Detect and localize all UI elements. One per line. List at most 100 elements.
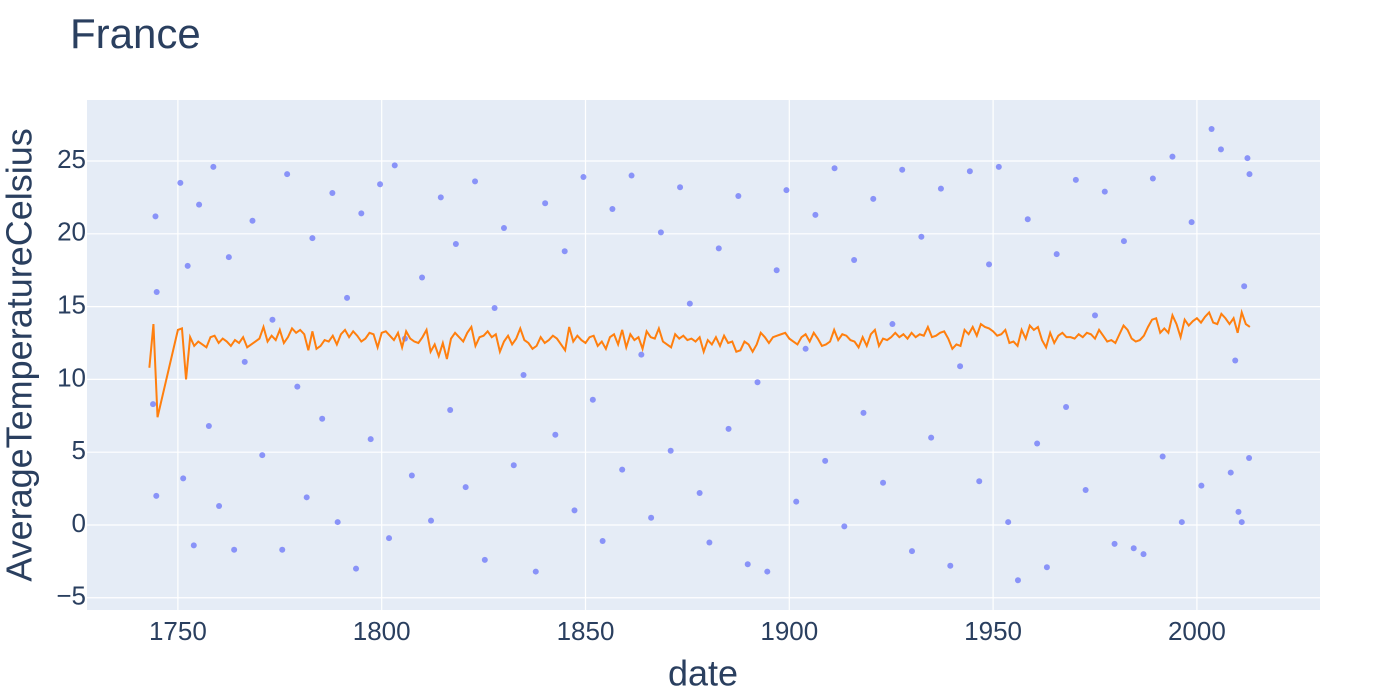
data-point [353, 565, 360, 572]
data-point [196, 201, 203, 208]
data-point [500, 224, 507, 231]
data-point [309, 235, 316, 242]
data-point [831, 165, 838, 172]
data-point [1169, 153, 1176, 160]
data-point [279, 546, 286, 553]
data-point [793, 498, 800, 505]
data-point [231, 546, 238, 553]
data-point [462, 484, 469, 491]
marks [148, 125, 1253, 584]
data-point [619, 466, 626, 473]
data-point [377, 181, 384, 188]
data-point [428, 517, 435, 524]
data-point [520, 372, 527, 379]
data-point [889, 321, 896, 328]
data-point [1034, 440, 1041, 447]
data-point [986, 261, 993, 268]
data-point [725, 425, 732, 432]
data-point [294, 383, 301, 390]
data-point [976, 478, 983, 485]
data-point [205, 422, 212, 429]
data-point [686, 300, 693, 307]
data-point [184, 262, 191, 269]
data-point [1063, 404, 1070, 411]
data-point [408, 472, 415, 479]
y-tick-label: 25 [57, 144, 86, 174]
data-point [1053, 251, 1060, 258]
x-tick-label: 1850 [557, 616, 615, 646]
data-point [190, 542, 197, 549]
data-point [437, 194, 444, 201]
data-point [1241, 283, 1248, 290]
plot-area [87, 100, 1320, 610]
data-point [1014, 577, 1021, 584]
data-point [358, 210, 365, 217]
data-point [552, 431, 559, 438]
data-point [966, 168, 973, 175]
data-point [1005, 519, 1012, 526]
data-point [851, 257, 858, 264]
data-point [510, 462, 517, 469]
data-point [269, 316, 276, 323]
data-point [802, 345, 809, 352]
data-point [957, 363, 964, 370]
data-point [764, 568, 771, 575]
x-tick-label: 1950 [964, 616, 1022, 646]
data-point [609, 206, 616, 213]
data-point [706, 539, 713, 546]
data-point [542, 200, 549, 207]
x-tick-label: 1800 [353, 616, 411, 646]
data-point [1101, 188, 1108, 195]
data-point [284, 171, 291, 178]
y-tick-label: 5 [72, 435, 86, 465]
data-point [491, 305, 498, 312]
data-point [947, 562, 954, 569]
data-point [638, 351, 645, 358]
y-tick-label: −5 [56, 581, 86, 611]
data-point [1188, 219, 1195, 226]
data-point [715, 245, 722, 252]
data-point [696, 489, 703, 496]
data-point [773, 267, 780, 274]
data-point [177, 179, 184, 186]
data-point [216, 503, 223, 510]
data-point [744, 561, 751, 568]
data-point [329, 190, 336, 197]
y-tick-label: 15 [57, 289, 86, 319]
data-point [472, 178, 479, 185]
data-point [1120, 238, 1127, 245]
data-point [1092, 312, 1099, 319]
data-point [1232, 357, 1239, 364]
y-tick-label: 10 [57, 362, 86, 392]
data-point [1043, 564, 1050, 571]
data-point [447, 406, 454, 413]
data-point [1082, 487, 1089, 494]
grid [87, 100, 1320, 610]
x-tick-label: 1750 [149, 616, 207, 646]
data-point [1130, 545, 1137, 552]
data-point [419, 274, 426, 281]
data-point [344, 294, 351, 301]
data-point [241, 358, 248, 365]
data-point [908, 548, 915, 555]
data-point [153, 289, 160, 296]
data-point [880, 479, 887, 486]
data-point [628, 172, 635, 179]
data-point [249, 217, 256, 224]
data-point [995, 163, 1002, 170]
data-point [571, 507, 578, 514]
data-point [899, 166, 906, 173]
y-axis-title: AverageTemperatureCelsius [0, 128, 40, 582]
data-point [1217, 146, 1224, 153]
data-point [481, 556, 488, 563]
data-point [754, 379, 761, 386]
data-point [928, 434, 935, 441]
data-point [1246, 455, 1253, 462]
data-point [367, 436, 374, 443]
data-point [735, 192, 742, 199]
data-point [1111, 540, 1118, 547]
data-point [210, 163, 217, 170]
x-axis-title: date [668, 653, 738, 694]
data-point [152, 213, 159, 220]
data-point [1178, 519, 1185, 526]
